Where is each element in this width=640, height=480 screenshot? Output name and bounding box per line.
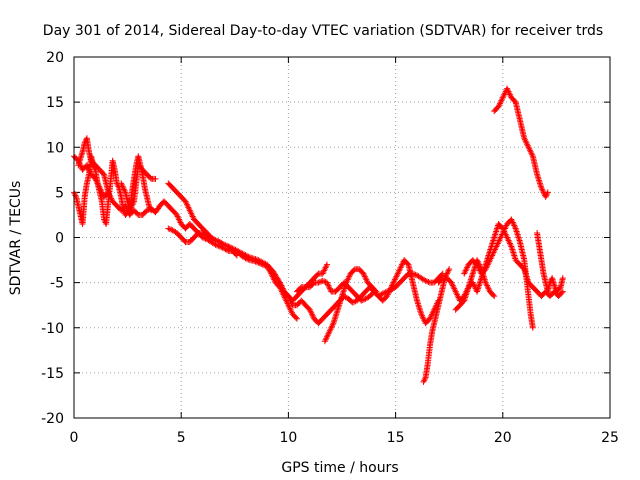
data-point-marker: [218, 244, 225, 251]
data-point-marker: [253, 259, 260, 266]
x-tick-label: 15: [387, 430, 405, 446]
data-point-marker: [404, 260, 411, 267]
data-point-marker: [293, 315, 300, 322]
data-point-marker: [315, 279, 322, 286]
series-sat-f: [165, 225, 240, 259]
data-point-marker: [252, 258, 259, 265]
data-point-marker: [529, 324, 536, 331]
y-tick-label: 0: [55, 231, 64, 247]
data-point-marker: [321, 278, 328, 285]
data-point-marker: [242, 255, 249, 262]
x-tick-label: 10: [279, 430, 297, 446]
data-point-marker: [255, 259, 262, 266]
data-point-marker: [511, 97, 518, 104]
data-point-marker: [258, 260, 265, 267]
series-sat-i: [321, 266, 380, 345]
data-point-marker: [422, 277, 429, 284]
series-sat-o: [534, 229, 566, 295]
x-tick-label: 20: [494, 430, 512, 446]
data-point-marker: [212, 241, 219, 248]
y-tick-label: 5: [55, 185, 64, 201]
data-point-marker: [490, 292, 497, 299]
x-tick-label: 5: [177, 430, 186, 446]
data-point-marker: [99, 170, 106, 177]
data-point-marker: [319, 277, 326, 284]
data-point-marker: [256, 260, 263, 267]
chart-title: Day 301 of 2014, Sidereal Day-to-day VTE…: [43, 23, 603, 39]
tick-labels: 0 5 10 15 20 25 -20 -15 -10 -5 0 5 10 15 20: [41, 50, 619, 446]
data-point-marker: [243, 255, 250, 262]
data-point-marker: [223, 247, 230, 254]
data-point-marker: [350, 267, 357, 274]
series-sat-n: [491, 85, 551, 200]
y-axis-label: SDTVAR / TECUs: [8, 181, 24, 296]
data-point-marker: [359, 297, 366, 304]
data-point-marker: [372, 287, 379, 294]
data-point-marker: [215, 242, 222, 249]
y-tick-label: -5: [50, 276, 64, 292]
data-point-marker: [148, 207, 155, 214]
data-point-marker: [314, 271, 321, 278]
y-tick-label: 15: [46, 95, 64, 111]
data-point-marker: [134, 210, 141, 217]
data-point-marker: [373, 288, 380, 295]
data-point-marker: [559, 275, 566, 282]
data-point-marker: [165, 225, 172, 232]
data-point-marker: [559, 288, 566, 295]
data-point-marker: [323, 261, 330, 268]
x-tick-label: 0: [70, 430, 79, 446]
data-point-marker: [316, 279, 323, 286]
series-sat-a: [71, 153, 446, 304]
data-point-marker: [245, 256, 252, 263]
data-point-marker: [491, 293, 498, 300]
data-point-marker: [232, 251, 239, 258]
y-tick-label: -15: [41, 366, 64, 382]
data-point-marker: [233, 252, 240, 259]
series-sat-h: [293, 261, 330, 295]
data-point-marker: [425, 279, 432, 286]
data-point-marker: [351, 298, 358, 305]
data-point-marker: [544, 189, 551, 196]
y-tick-label: -10: [41, 321, 64, 337]
y-tick-label: 10: [46, 140, 64, 156]
data-point-marker: [297, 285, 304, 292]
data-point-marker: [201, 235, 208, 242]
series-sat-d: [118, 153, 155, 214]
data-point-marker: [216, 243, 223, 250]
x-axis-label: GPS time / hours: [281, 460, 398, 476]
plot-frame: [73, 56, 611, 419]
data-points: [71, 85, 566, 385]
data-point-marker: [349, 299, 356, 306]
data-point-marker: [181, 237, 188, 244]
series-sat-j: [420, 266, 453, 385]
y-tick-label: -20: [41, 411, 64, 427]
data-point-marker: [446, 266, 453, 273]
data-point-marker: [424, 278, 431, 285]
data-point-marker: [379, 290, 386, 297]
y-tick-label: 20: [46, 50, 64, 66]
data-point-marker: [213, 242, 220, 249]
x-tick-label: 25: [601, 430, 619, 446]
series-sat-m: [461, 216, 536, 331]
data-point-marker: [438, 276, 445, 283]
data-point-marker: [556, 285, 563, 292]
data-point-marker: [558, 289, 565, 296]
data-point-marker: [199, 234, 206, 241]
data-point-marker: [166, 226, 173, 233]
data-point-marker: [105, 189, 112, 196]
data-point-marker: [259, 261, 266, 268]
series-sat-c: [75, 135, 112, 196]
data-point-marker: [292, 314, 299, 321]
data-point-marker: [251, 257, 258, 264]
data-point-marker: [152, 175, 159, 182]
data-point-marker: [147, 174, 154, 181]
data-point-marker: [261, 262, 268, 269]
